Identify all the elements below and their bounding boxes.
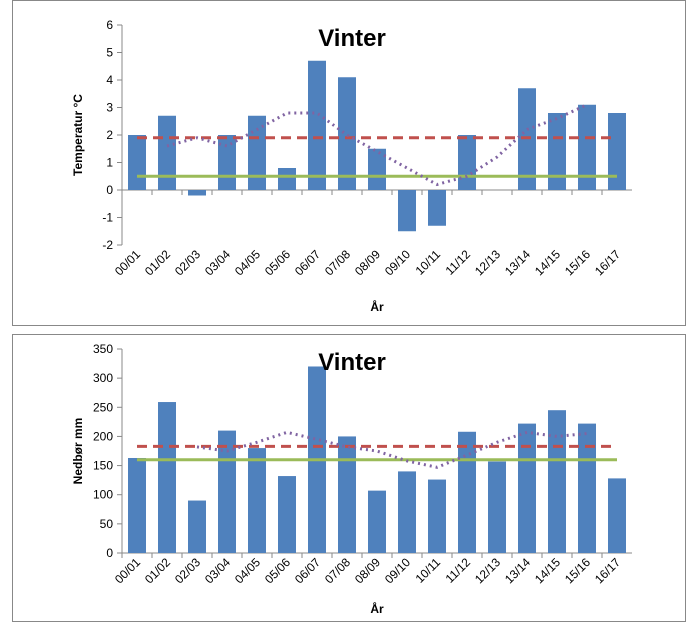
bar [428, 479, 446, 553]
bar [308, 60, 326, 190]
y-tick-label: 0 [106, 546, 113, 560]
chart-title: Vinter [318, 349, 386, 376]
y-tick-label: 50 [100, 517, 114, 531]
bar [608, 113, 626, 190]
bar [518, 423, 536, 553]
y-tick-label: 6 [106, 18, 113, 32]
y-axis-label: Temperatur °C [71, 94, 85, 176]
bar [578, 104, 596, 190]
y-tick-label: 350 [93, 342, 113, 356]
y-tick-label: 1 [106, 156, 113, 170]
bar [608, 478, 626, 553]
bar [458, 431, 476, 553]
bar [128, 135, 146, 190]
y-tick-label: 250 [93, 400, 113, 414]
bar [158, 115, 176, 190]
bar [488, 461, 506, 553]
bar [158, 402, 176, 553]
bar [248, 115, 266, 190]
y-tick-label: 0 [106, 183, 113, 197]
chart-title: Vinter [318, 25, 386, 52]
line [196, 430, 588, 469]
y-tick-label: 5 [106, 46, 113, 60]
y-tick-label: -2 [102, 238, 113, 252]
y-tick-label: 3 [106, 101, 113, 115]
y-tick-label: 300 [93, 371, 113, 385]
bar [398, 190, 416, 232]
y-tick-label: 2 [106, 128, 113, 142]
y-axis-label: Nedbør mm [71, 418, 85, 485]
bar [128, 457, 146, 553]
bar [278, 168, 296, 190]
bar [398, 471, 416, 553]
y-tick-label: 200 [93, 429, 113, 443]
bar [368, 148, 386, 190]
bar [548, 113, 566, 190]
y-tick-label: 150 [93, 459, 113, 473]
bar [278, 476, 296, 553]
bar [188, 500, 206, 553]
bar [578, 423, 596, 553]
bar [338, 436, 356, 553]
bar [188, 190, 206, 196]
bar [428, 190, 446, 226]
line [166, 103, 588, 187]
bar [368, 490, 386, 553]
bar [248, 448, 266, 553]
bar [458, 135, 476, 190]
y-tick-label: 100 [93, 488, 113, 502]
x-axis-label: År [370, 299, 384, 314]
y-tick-label: 4 [106, 73, 113, 87]
bar [338, 77, 356, 190]
y-tick-label: -1 [102, 211, 113, 225]
x-axis-label: År [370, 601, 384, 616]
bar [548, 410, 566, 553]
